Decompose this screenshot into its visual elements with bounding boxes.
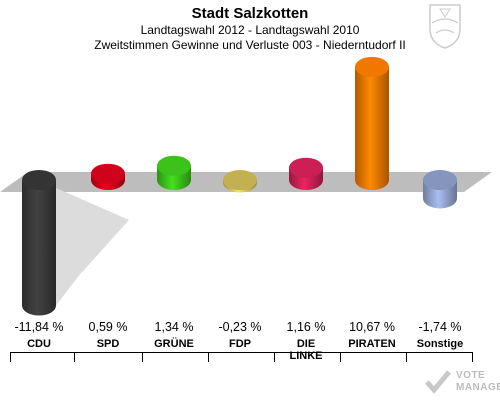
- bar-bottom-cap: [22, 295, 56, 316]
- coat-of-arms-icon: [429, 4, 461, 49]
- chart-title: Stadt Salzkotten: [191, 5, 309, 22]
- bar-top-cap: [423, 170, 457, 190]
- bar-body: [355, 66, 389, 180]
- logo-text-line1: VOTE: [456, 370, 486, 381]
- bar-die-linke: [289, 157, 323, 190]
- bar-shadow: [56, 188, 129, 306]
- bar-bottom-cap: [157, 170, 191, 190]
- bar-sonstige: [423, 170, 457, 209]
- bar-gr-ne: [157, 155, 191, 190]
- category-label-die-linke: DIE LINKE: [289, 338, 323, 362]
- category-label-sonstige: Sonstige: [416, 338, 464, 350]
- value-label-cdu: -11,84 %: [14, 320, 64, 334]
- x-axis-tick: [274, 352, 275, 362]
- x-axis-tick: [74, 352, 75, 362]
- checkmark-icon: [425, 370, 451, 394]
- category-label-piraten: PIRATEN: [348, 338, 396, 350]
- bar-top-cap: [289, 157, 323, 178]
- x-axis-tick: [340, 352, 341, 362]
- logo-text: VOTE MANAGER: [456, 370, 500, 394]
- bar-top-cap: [223, 170, 257, 190]
- category-label-cdu: CDU: [27, 338, 51, 350]
- vote-manager-logo: VOTE MANAGER: [424, 368, 500, 398]
- category-label-spd: SPD: [96, 338, 120, 350]
- value-label-die-linke: 1,16 %: [286, 320, 326, 334]
- bar-top-cap: [157, 155, 191, 176]
- value-label-piraten: 10,67 %: [349, 320, 395, 334]
- value-label-spd: 0,59 %: [88, 320, 128, 334]
- x-axis-tick: [142, 352, 143, 362]
- bar-bottom-cap: [355, 170, 389, 190]
- category-label-gr-ne: GRÜNE: [154, 338, 194, 350]
- value-label-sonstige: -1,74 %: [418, 320, 462, 334]
- bar-cdu: [22, 170, 56, 316]
- x-axis-tick: [208, 352, 209, 362]
- category-label-fdp: FDP: [229, 338, 251, 350]
- chart-subtitle-election: Landtagswahl 2012 - Landtagswahl 2010: [140, 23, 360, 37]
- x-axis-line: [10, 352, 472, 353]
- chart-subtitle-district: Zweitstimmen Gewinne und Verluste 003 - …: [94, 38, 406, 52]
- x-axis-tick: [406, 352, 407, 362]
- bar-fdp: [223, 170, 257, 193]
- bar-top-cap: [91, 163, 125, 184]
- value-label-fdp: -0,23 %: [218, 320, 262, 334]
- bar-bottom-cap: [423, 188, 457, 209]
- x-axis-tick: [472, 352, 473, 362]
- bar-spd: [91, 163, 125, 190]
- logo-text-line2: MANAGER: [456, 382, 500, 393]
- bar-body: [22, 180, 56, 306]
- value-label-gr-ne: 1,34 %: [154, 320, 194, 334]
- bar-top-cap: [22, 170, 56, 190]
- bar-top-cap: [355, 56, 389, 77]
- x-axis-tick: [10, 352, 11, 362]
- bar-piraten: [355, 56, 389, 190]
